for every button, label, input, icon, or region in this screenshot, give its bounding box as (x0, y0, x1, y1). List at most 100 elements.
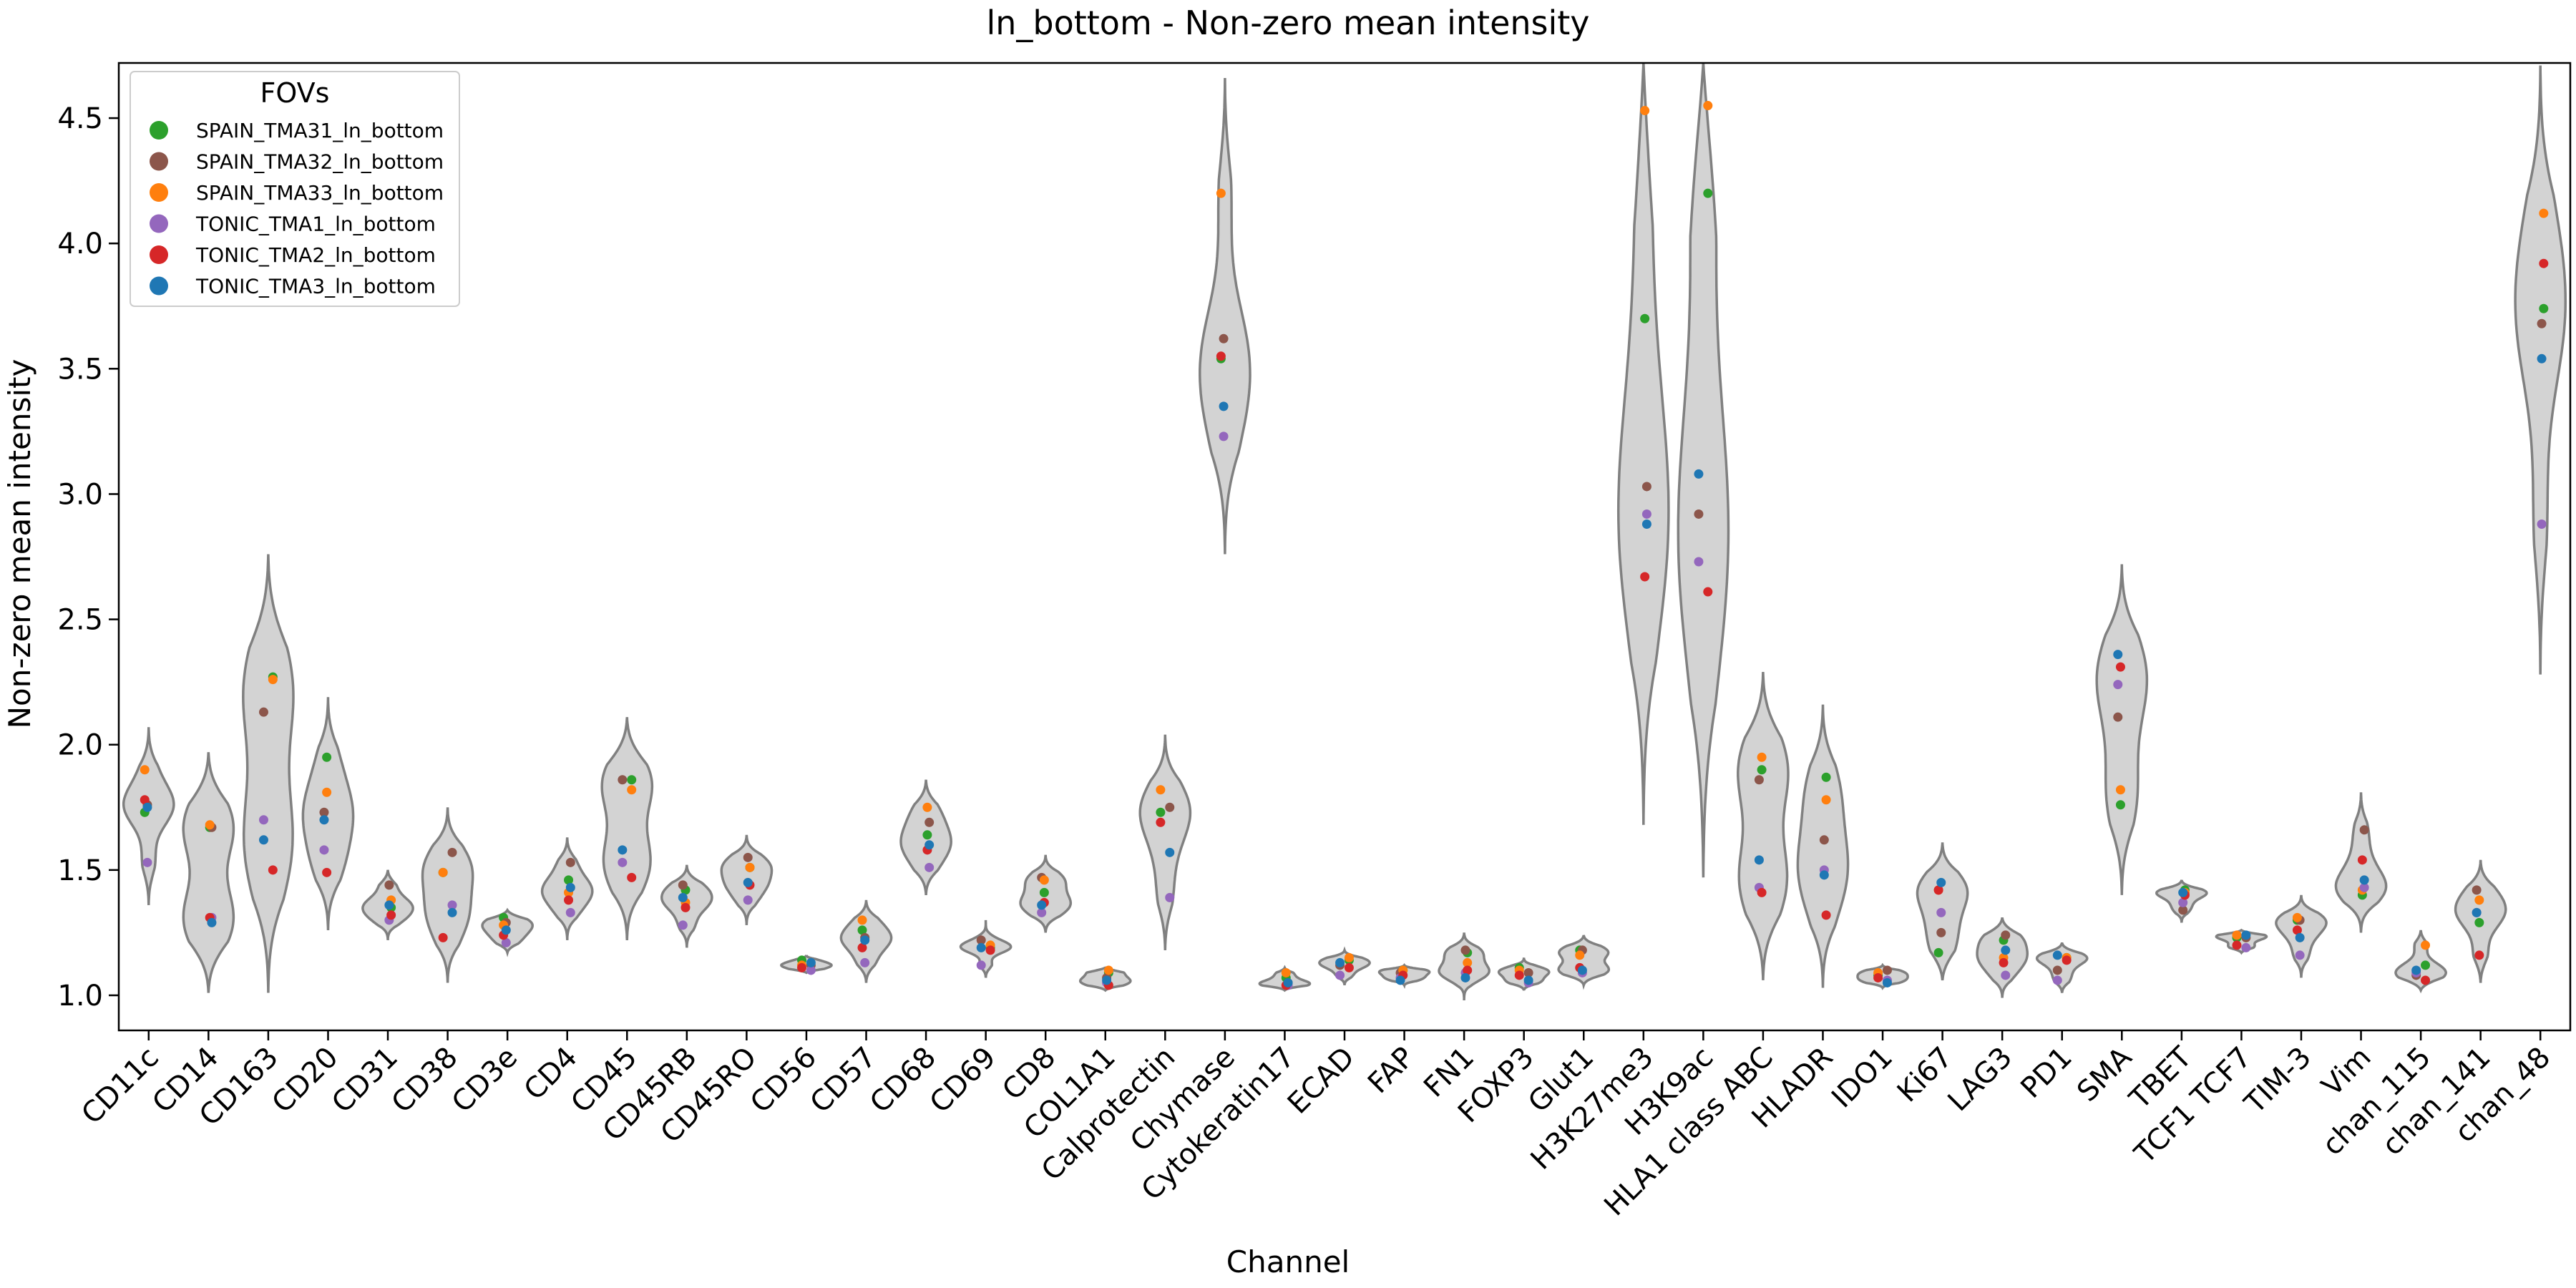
data-point (627, 872, 637, 882)
x-tick-label: CD69 (924, 1041, 1002, 1120)
data-point (1037, 900, 1047, 910)
data-point (1873, 972, 1883, 982)
data-point (1216, 188, 1226, 198)
data-point (2537, 519, 2547, 529)
violin-cd45 (600, 717, 654, 940)
violin-glut1 (1557, 935, 1611, 990)
data-point (565, 857, 575, 867)
data-point (2421, 960, 2431, 970)
y-tick-label: 3.5 (57, 353, 103, 386)
legend-box (130, 71, 460, 307)
data-point (1219, 401, 1229, 411)
legend-label: SPAIN_TMA32_ln_bottom (196, 150, 444, 174)
data-point (2115, 785, 2125, 795)
data-point (2113, 712, 2123, 722)
plot-frame (117, 62, 2572, 1032)
x-axis: CD11cCD14CD163CD20CD31CD38CD3eCD4CD45CD4… (75, 1030, 2557, 1222)
data-point (743, 877, 753, 887)
data-point (1460, 945, 1470, 955)
data-point (2292, 912, 2302, 922)
x-tick-label: CD57 (804, 1041, 883, 1120)
data-point (1819, 835, 1829, 845)
data-point (2115, 800, 2125, 810)
data-point (2292, 925, 2302, 935)
data-point (1514, 970, 1524, 980)
data-point (1395, 975, 1405, 985)
data-point (1640, 572, 1650, 582)
data-point (922, 802, 932, 812)
data-point (1335, 957, 1345, 967)
violin-chymase (1199, 77, 1252, 555)
data-point (1936, 907, 1946, 917)
data-point (2474, 950, 2484, 960)
data-point (985, 945, 995, 955)
data-point (1694, 557, 1704, 567)
violin-fn1 (1438, 932, 1491, 1000)
data-point (976, 960, 986, 970)
data-point (2472, 907, 2482, 917)
y-tick-label: 1.5 (57, 854, 103, 887)
data-point (319, 807, 329, 817)
data-point (2537, 353, 2547, 364)
data-point (2359, 825, 2369, 835)
data-point (2001, 945, 2011, 955)
data-point (745, 862, 755, 872)
data-point (1344, 952, 1354, 962)
data-point (2359, 875, 2369, 885)
data-point (1821, 795, 1831, 805)
violin-cd14 (182, 752, 235, 993)
data-point (2113, 680, 2123, 690)
chart-title: ln_bottom - Non-zero mean intensity (986, 4, 1589, 42)
data-point (1936, 927, 1946, 937)
data-point (627, 775, 637, 785)
data-point (1882, 977, 1892, 987)
data-point (806, 957, 816, 967)
data-point (2178, 887, 2188, 897)
data-point (857, 915, 867, 925)
data-point (2232, 930, 2242, 940)
data-point (142, 802, 152, 812)
data-point (924, 817, 935, 827)
data-point (386, 910, 396, 920)
x-tick-label: ECAD (1282, 1041, 1361, 1121)
x-tick-label: CD3e (446, 1041, 524, 1119)
y-tick-label: 4.5 (57, 102, 103, 135)
data-point (438, 932, 448, 942)
legend-marker (150, 245, 168, 264)
violin-pd1 (2035, 942, 2089, 993)
data-point (976, 935, 986, 945)
data-point (1703, 101, 1713, 111)
data-point (924, 840, 935, 850)
violin-tcf1-tcf7 (2215, 928, 2268, 955)
data-point (2113, 650, 2123, 660)
data-point (1819, 870, 1829, 880)
data-point (2241, 930, 2251, 940)
violin-foxp3 (1497, 957, 1551, 991)
data-point (319, 815, 329, 825)
data-point (857, 925, 867, 935)
data-point (2241, 942, 2251, 952)
data-point (205, 820, 215, 830)
data-point (447, 907, 457, 917)
data-point (976, 942, 986, 952)
data-point (1882, 965, 1892, 975)
data-point (797, 962, 807, 972)
data-point (1933, 947, 1943, 957)
data-point (1165, 847, 1175, 857)
data-point (680, 902, 691, 912)
violin-ido1 (1856, 962, 1909, 990)
legend-marker (150, 214, 168, 233)
data-point (1640, 313, 1650, 323)
x-tick-label: CD68 (864, 1041, 942, 1120)
data-point (2474, 917, 2484, 927)
data-point (1641, 509, 1652, 519)
data-point (1463, 965, 1473, 975)
x-tick-label: CD38 (386, 1041, 464, 1120)
data-point (1999, 957, 2009, 967)
violin-hla1-class-abc (1737, 672, 1790, 980)
data-point (678, 920, 688, 930)
legend-label: TONIC_TMA2_ln_bottom (195, 243, 436, 267)
legend-label: TONIC_TMA3_ln_bottom (195, 275, 436, 298)
data-point (140, 795, 150, 805)
